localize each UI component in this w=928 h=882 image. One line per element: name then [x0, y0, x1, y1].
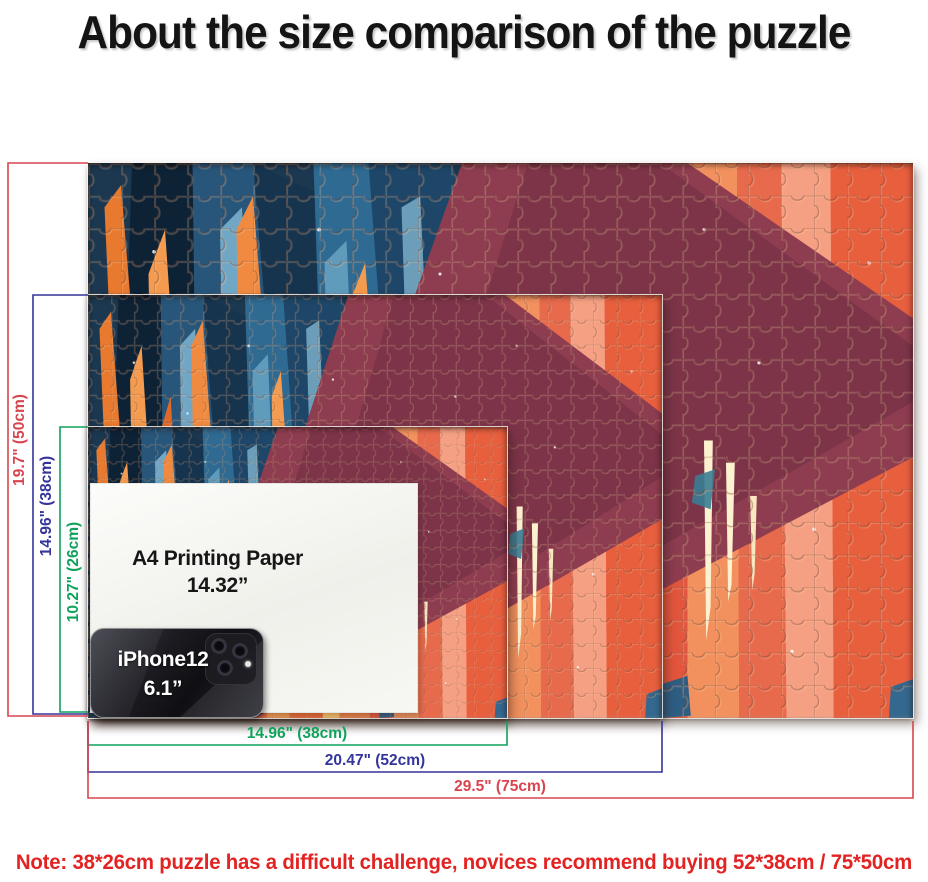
phone-size: 6.1” [143, 677, 183, 700]
a4-paper-name: A4 Printing Paper [131, 547, 304, 570]
height-label-50cm: 19.7" (50cm) [11, 394, 28, 486]
note-text: Note: 38*26cm puzzle has a difficult cha… [15, 851, 913, 874]
phone-name: iPhone12 [117, 648, 209, 671]
width-label-75cm: 29.5" (75cm) [454, 778, 546, 795]
height-label-26cm: 10.27" (26cm) [65, 521, 82, 623]
width-label-52cm: 20.47" (52cm) [324, 752, 426, 769]
camera-lens-icon [232, 643, 248, 659]
width-label-38cm: 14.96" (38cm) [246, 725, 348, 742]
height-label-38cm: 14.96" (38cm) [38, 455, 55, 557]
a4-paper-size: 14.32” [186, 574, 249, 597]
phone-label: iPhone12 6.1” [97, 645, 229, 703]
a4-paper-label: A4 Printing Paper 14.32” [90, 545, 345, 599]
page-title: About the size comparison of the puzzle [77, 6, 852, 58]
iphone-reference: iPhone12 6.1” [90, 628, 264, 718]
phone-camera-module [205, 633, 257, 685]
camera-lens-icon [211, 638, 227, 654]
camera-flash-icon [245, 661, 251, 667]
camera-lens-icon [217, 660, 233, 676]
